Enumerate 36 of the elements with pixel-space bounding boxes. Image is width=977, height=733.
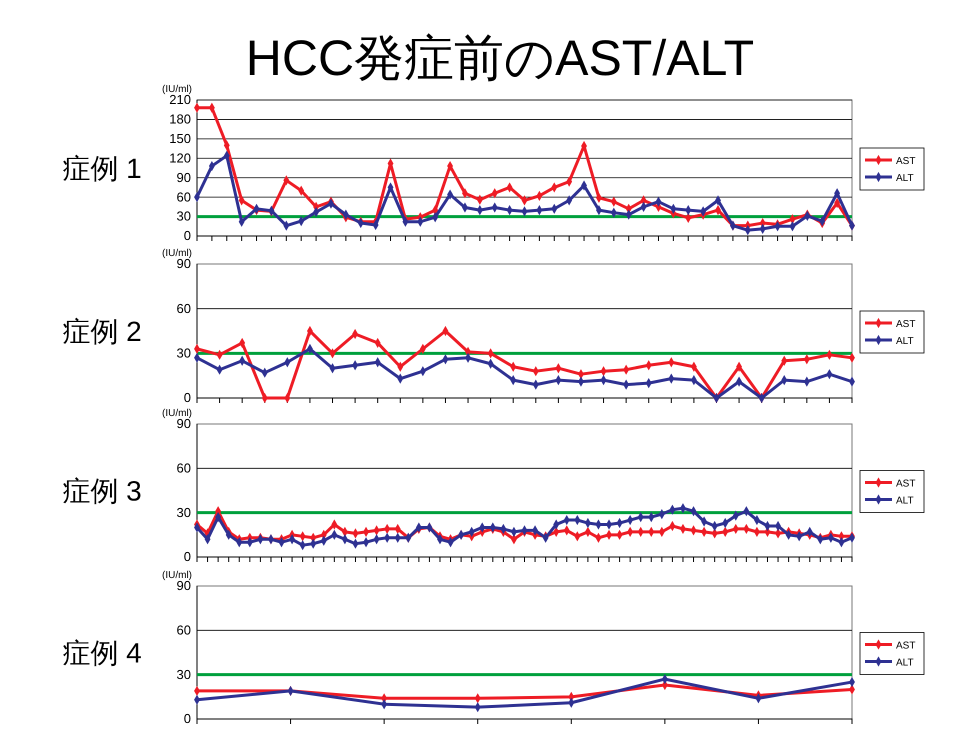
y-tick-label: 60 [176,460,191,476]
y-tick-label: 0 [184,228,191,244]
y-axis-title: (IU/ml) [162,84,192,95]
y-tick-label: 30 [176,666,191,682]
y-tick-label: 90 [176,416,191,432]
text: 症例 1 [62,153,142,184]
y-tick-label: 90 [176,170,191,185]
legend-label: ALT [896,496,914,506]
y-tick-label: 90 [176,578,191,594]
legend-label: AST [896,156,916,167]
y-tick-label: 180 [169,112,191,127]
y-axis-title: (IU/ml) [162,408,192,419]
y-tick-label: 60 [176,622,191,638]
legend-label: ALT [896,336,914,347]
y-tick-label: 150 [169,131,191,146]
y-tick-label: 0 [184,711,191,726]
y-axis-title: (IU/ml) [162,570,192,581]
y-tick-label: 30 [176,208,191,224]
y-tick-label: 0 [184,549,191,564]
legend-label: ALT [896,658,914,668]
y-tick-label: 30 [176,345,191,360]
y-tick-label: 30 [176,504,191,520]
text: 症例 3 [62,476,142,506]
y-tick-label: 90 [176,256,191,272]
legend-label: ALT [896,173,914,184]
legend-label: AST [896,478,916,490]
y-tick-label: 60 [176,189,191,204]
chart-title: HCC発症前のAST/ALT [246,30,754,86]
y-axis-title: (IU/ml) [162,248,192,259]
legend-label: AST [896,640,916,652]
text: 症例 4 [62,638,142,668]
y-tick-label: 120 [169,150,191,166]
text: 症例 2 [62,316,142,347]
y-tick-label: 60 [176,300,191,316]
legend-label: AST [896,319,916,330]
y-tick-label: 0 [184,390,191,406]
